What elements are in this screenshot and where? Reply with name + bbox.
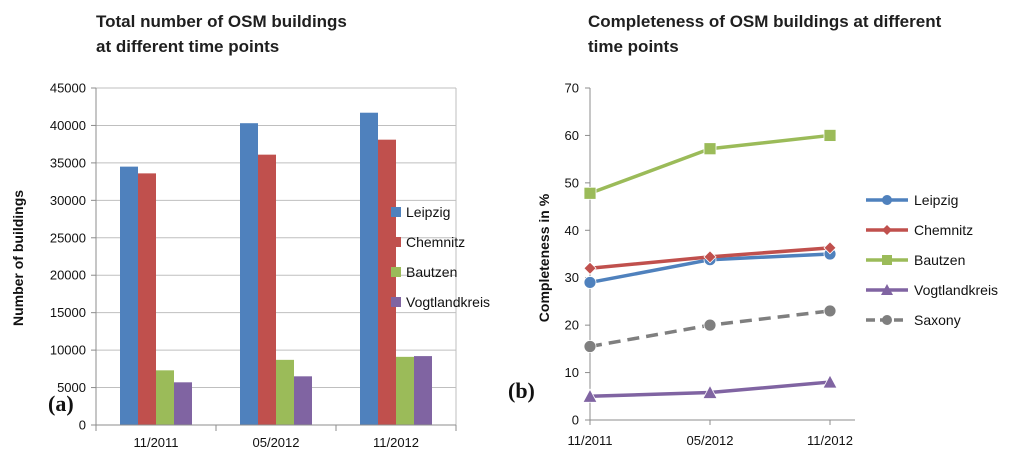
y-tick-label-15000: 15000 <box>50 305 86 320</box>
legend-swatch-bautzen <box>391 267 401 277</box>
point-chemnitz-11-2011 <box>583 261 597 275</box>
bar-leipzig-05-2012 <box>240 123 258 425</box>
y-tick-label-50: 50 <box>565 175 579 190</box>
chart-b: Completeness of OSM buildings at differe… <box>508 12 998 448</box>
point-vogtlandkreis-05-2012 <box>702 384 718 399</box>
point-saxony-11-2012 <box>823 304 837 318</box>
bar-bautzen-11-2012 <box>396 356 414 425</box>
legend-label-saxony: Saxony <box>914 312 961 328</box>
y-tick-label-60: 60 <box>565 128 579 143</box>
point-chemnitz-11-2012 <box>823 241 837 255</box>
y-tick-label-70: 70 <box>565 81 579 96</box>
x-tick-label-05-2012: 05/2012 <box>687 433 734 448</box>
legend-marker-leipzig <box>882 195 892 205</box>
point-chemnitz-05-2012 <box>703 250 717 264</box>
chart-a-bars <box>120 112 432 426</box>
x-tick-label-11-2012: 11/2012 <box>373 435 419 450</box>
legend-swatch-vogtlandkreis <box>391 297 401 307</box>
legend-label-bautzen: Bautzen <box>406 264 457 280</box>
y-tick-label-25000: 25000 <box>50 230 86 245</box>
point-bautzen-11-2012 <box>823 129 837 142</box>
legend-label-vogtlandkreis: Vogtlandkreis <box>914 282 998 298</box>
legend-label-chemnitz: Chemnitz <box>914 222 973 238</box>
legend-marker-bautzen <box>882 255 892 265</box>
chart-a: Total number of OSM buildings at differe… <box>10 12 490 450</box>
chart-b-panel-label: (b) <box>508 378 535 403</box>
bar-vogtlandkreis-11-2011 <box>174 382 192 425</box>
y-tick-label-10: 10 <box>565 365 579 380</box>
y-tick-label-40: 40 <box>565 223 579 238</box>
point-vogtlandkreis-11-2011 <box>582 388 598 403</box>
y-tick-label-30000: 30000 <box>50 193 86 208</box>
y-tick-label-30: 30 <box>565 270 579 285</box>
legend-marker-saxony <box>882 315 892 325</box>
legend-marker-chemnitz <box>882 225 892 235</box>
point-vogtlandkreis-11-2012 <box>822 374 838 389</box>
y-tick-label-5000: 5000 <box>57 380 86 395</box>
bar-leipzig-11-2012 <box>360 112 378 426</box>
y-tick-label-35000: 35000 <box>50 155 86 170</box>
chart-a-axes <box>91 87 457 431</box>
legend-swatch-chemnitz <box>391 237 401 247</box>
bar-leipzig-11-2011 <box>120 166 138 425</box>
chart-b-y-axis-label: Completeness in % <box>536 193 552 322</box>
chart-a-panel-label: (a) <box>48 391 74 416</box>
y-tick-label-20: 20 <box>565 318 579 333</box>
chart-b-x-ticks: 11/2011 05/2012 11/2012 <box>567 433 853 448</box>
chart-b-y-ticks: 0 10 20 30 40 50 60 70 <box>565 81 579 428</box>
legend-marker-vogtlandkreis <box>881 284 893 295</box>
point-leipzig-11-2011 <box>583 276 597 289</box>
legend-label-chemnitz: Chemnitz <box>406 234 465 250</box>
chart-b-axes <box>585 87 855 425</box>
y-tick-label-0: 0 <box>572 413 579 428</box>
bar-vogtlandkreis-05-2012 <box>294 376 312 425</box>
legend-swatch-leipzig <box>391 207 401 217</box>
y-tick-label-40000: 40000 <box>50 118 86 133</box>
bar-bautzen-11-2011 <box>156 370 174 425</box>
chart-b-legend: Leipzig Chemnitz Bautzen Vogtlandkreis Saxon… <box>866 192 998 328</box>
y-tick-label-45000: 45000 <box>50 81 86 96</box>
bar-chemnitz-11-2012 <box>378 139 396 425</box>
chart-b-title-line-1: Completeness of OSM buildings at differe… <box>588 12 942 31</box>
chart-a-title-line-2: at different time points <box>96 37 279 56</box>
point-bautzen-11-2011 <box>583 186 597 200</box>
chart-a-x-ticks: 11/2011 05/2012 11/2012 <box>133 435 419 450</box>
chart-a-y-axis-label: Number of buildings <box>10 190 26 326</box>
chart-b-lines <box>582 129 838 403</box>
y-tick-label-10000: 10000 <box>50 343 86 358</box>
bar-vogtlandkreis-11-2012 <box>414 356 432 425</box>
chart-a-legend: Leipzig Chemnitz Bautzen Vogtlandkreis <box>391 204 490 310</box>
legend-label-leipzig: Leipzig <box>406 204 450 220</box>
point-saxony-05-2012 <box>703 318 717 332</box>
bar-chemnitz-05-2012 <box>258 154 276 425</box>
x-tick-label-11-2012: 11/2012 <box>807 433 853 448</box>
point-bautzen-05-2012 <box>703 142 717 156</box>
x-tick-label-11-2011: 11/2011 <box>567 433 612 448</box>
legend-label-vogtlandkreis: Vogtlandkreis <box>406 294 490 310</box>
y-tick-label-0: 0 <box>79 418 86 433</box>
bar-bautzen-05-2012 <box>276 359 294 425</box>
legend-label-leipzig: Leipzig <box>914 192 958 208</box>
y-tick-label-20000: 20000 <box>50 268 86 283</box>
legend-label-bautzen: Bautzen <box>914 252 965 268</box>
chart-a-title-line-1: Total number of OSM buildings <box>96 12 347 31</box>
x-tick-label-11-2011: 11/2011 <box>133 435 178 450</box>
chart-a-y-ticks: 0 5000 10000 15000 20000 25000 30000 35000 40000… <box>50 81 86 433</box>
x-tick-label-05-2012: 05/2012 <box>253 435 300 450</box>
point-saxony-11-2011 <box>583 340 597 353</box>
bar-chemnitz-11-2011 <box>138 173 156 425</box>
chart-b-title-line-2: time points <box>588 37 679 56</box>
